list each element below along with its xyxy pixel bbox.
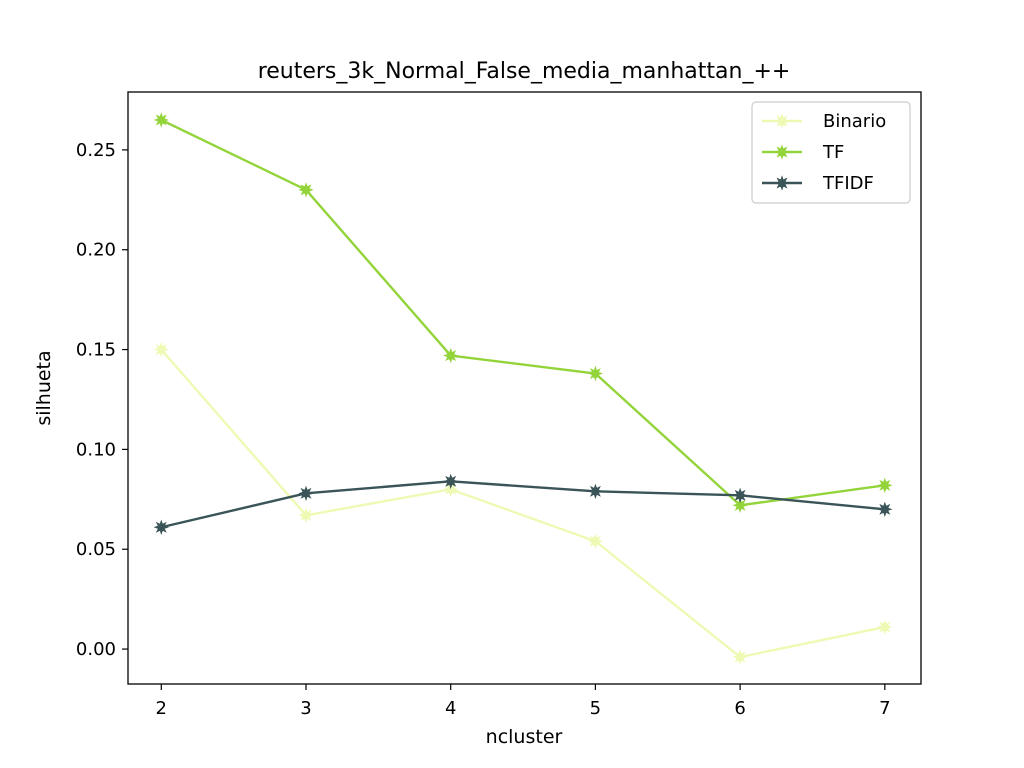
x-tick-label: 4 [445,698,456,719]
legend-item-tf: TF [762,142,844,163]
y-tick-label: 0.15 [76,340,116,361]
legend-label: TFIDF [822,173,874,194]
y-axis-label: silhueta [33,350,55,425]
data-point-tfidf [877,501,893,518]
x-tick-label: 3 [300,698,311,719]
legend: Binario TF TFIDF [751,101,911,204]
data-point-binario [732,649,748,665]
data-point-tf [153,112,170,128]
data-point-tf [732,497,748,514]
data-point-tfidf [732,487,748,504]
data-point-tf [877,477,893,494]
data-point-binario [442,481,459,498]
data-point-binario [587,533,604,549]
series-tf [153,112,893,514]
data-point-tfidf [298,485,314,502]
chart-title: reuters_3k_Normal_False_media_manhattan_… [258,59,791,84]
legend-marker [774,144,790,160]
data-point-binario [153,341,170,358]
series-tfidf [153,473,893,535]
legend-marker [774,113,790,129]
data-point-binario [298,507,314,524]
data-point-tfidf [153,519,170,535]
y-tick-label: 0.00 [76,639,116,660]
legend-label: TF [822,142,844,163]
series-line-tfidf [161,480,885,529]
x-axis-ticks: 2 3 4 5 6 7 [156,684,891,719]
plot-frame [127,91,922,685]
x-tick-label: 6 [734,698,745,719]
series-layer [153,112,893,665]
y-axis-ticks: 0.00 0.05 0.10 0.15 0.20 0.25 [76,140,128,660]
data-point-tf [298,182,314,198]
x-tick-label: 2 [156,698,167,719]
y-tick-label: 0.05 [76,539,116,560]
legend-item-tfidf: TFIDF [762,173,874,194]
data-point-tfidf [587,483,604,500]
x-tick-label: 5 [590,698,601,719]
y-tick-label: 0.20 [76,240,116,261]
series-line-tf [160,118,885,507]
data-point-tf [587,365,604,382]
data-point-tfidf [442,473,459,490]
legend-marker [774,175,790,191]
y-tick-label: 0.10 [76,439,116,460]
series-line-binario [160,348,886,659]
data-point-binario [877,619,893,635]
legend-label: Binario [823,111,886,132]
x-axis-label: ncluster [486,726,563,748]
x-tick-label: 7 [879,698,890,719]
y-tick-label: 0.25 [76,140,116,161]
series-binario [153,341,893,665]
legend-item-binario: Binario [762,111,886,132]
legend-box [751,101,911,204]
data-point-tf [442,347,459,364]
